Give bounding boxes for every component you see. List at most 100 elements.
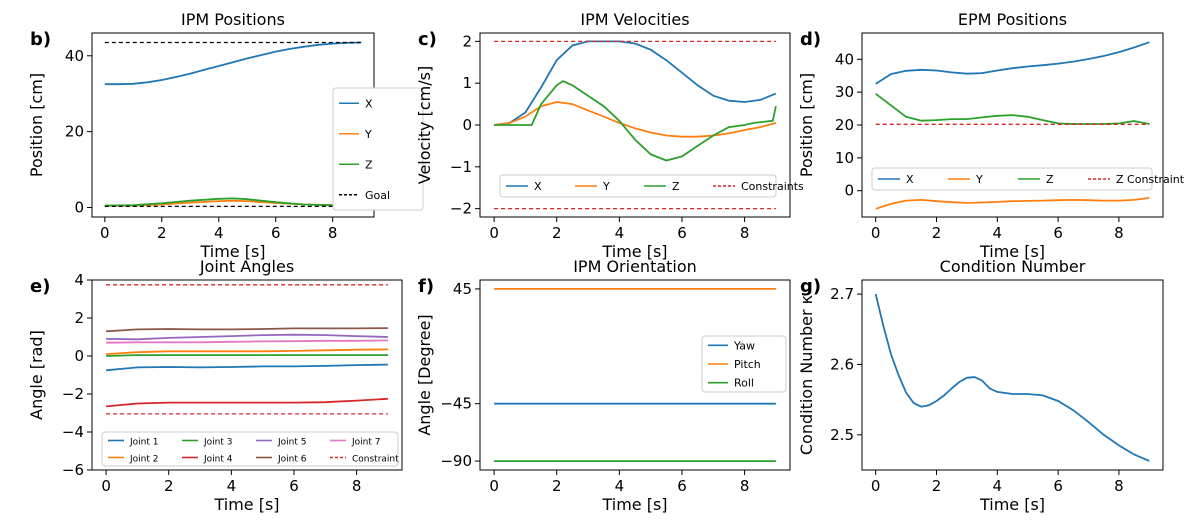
x-tick-label: 0 [489, 224, 499, 242]
panel-label: e) [30, 276, 50, 297]
x-tick-label: 2 [552, 477, 562, 495]
legend-box [499, 174, 777, 198]
legend-label: Joint 1 [129, 438, 158, 448]
legend-box [871, 167, 1153, 191]
panel-label: c) [418, 29, 437, 50]
panel-label: d) [800, 29, 821, 50]
series-line-joint-4 [106, 397, 388, 408]
chart-title: Joint Angles [199, 257, 294, 276]
y-tick-label: 2.5 [830, 426, 854, 444]
panel-label: f) [418, 276, 434, 297]
y-tick-label: 2 [462, 32, 472, 50]
y-tick-label: 40 [65, 47, 84, 65]
legend-label: Z [365, 158, 373, 171]
legend-label: Pitch [734, 358, 761, 371]
x-tick-label: 0 [489, 477, 499, 495]
chart-panel-5: 0 2 4 6 8 −90 −45 45 IPM Orientation f) Time [s] An… [415, 257, 791, 514]
legend-label: Z [1046, 173, 1054, 186]
legend-label: Joint 2 [129, 455, 158, 465]
x-tick-label: 4 [227, 477, 237, 495]
x-tick-label: 8 [740, 224, 750, 242]
x-axis-label: Time [s] [979, 242, 1045, 261]
y-tick-label: 0 [74, 199, 84, 217]
y-tick-label: 20 [835, 116, 854, 134]
legend-label: Y [602, 180, 610, 193]
x-tick-label: 8 [1114, 477, 1124, 495]
series-line-z [494, 80, 777, 162]
x-tick-label: 2 [164, 477, 174, 495]
series-line-joint-5 [106, 333, 388, 341]
x-tick-label: 0 [100, 224, 110, 242]
x-tick-label: 6 [1053, 224, 1063, 242]
y-tick-label: 2.7 [830, 285, 854, 303]
x-axis-label: Time [s] [199, 242, 265, 261]
series-line-x [875, 41, 1150, 85]
y-tick-label: 0 [462, 116, 472, 134]
y-tick-label: −90 [440, 452, 472, 470]
x-tick-label: 2 [932, 477, 942, 495]
series-line-joint-2 [106, 348, 388, 355]
chart-title: IPM Orientation [573, 257, 697, 276]
legend-label: X [534, 180, 542, 193]
legend-box [701, 335, 787, 393]
chart-title: IPM Velocities [580, 10, 689, 29]
y-tick-label: 30 [835, 83, 854, 101]
x-tick-label: 8 [740, 477, 750, 495]
legend-label: Joint 4 [203, 455, 233, 465]
axes-frame [479, 279, 791, 471]
x-tick-label: 0 [101, 477, 111, 495]
y-tick-label: 0 [74, 347, 84, 365]
y-tick-label: 0 [844, 182, 854, 200]
y-tick-label: −45 [440, 395, 472, 413]
chart-panel-3: 0 2 4 6 8 0 10 20 30 40 EPM Positions d) Time [s] Pos… [797, 10, 1185, 261]
x-tick-label: 4 [615, 477, 625, 495]
legend-label: Joint 5 [277, 438, 306, 448]
y-axis-label: Angle [Degree] [415, 314, 434, 435]
y-tick-label: −2 [450, 200, 472, 218]
axes-frame [91, 32, 375, 218]
axes-frame [861, 279, 1164, 471]
x-tick-label: 4 [993, 477, 1003, 495]
x-tick-label: 4 [214, 224, 224, 242]
x-tick-label: 6 [289, 477, 299, 495]
x-tick-label: 8 [352, 477, 362, 495]
legend-label: Goal [365, 189, 390, 202]
chart-panel-2: 0 2 4 6 8 −2 −1 0 1 2 IPM Velocities c) Time [s] Velo… [415, 10, 804, 261]
chart-panel-4: 0 2 4 6 8 −6 −4 −2 0 2 4 Joint Angles e) Time [s] Angl… [27, 257, 403, 514]
series-line-y [493, 101, 777, 138]
series-line-y [875, 197, 1150, 210]
x-tick-label: 4 [993, 224, 1003, 242]
series-line-joint-1 [106, 363, 388, 372]
y-axis-label: Angle [rad] [27, 330, 46, 420]
x-tick-label: 6 [677, 477, 687, 495]
y-tick-label: −4 [62, 423, 84, 441]
y-tick-label: 45 [453, 280, 472, 298]
series-line-bound [874, 293, 1150, 462]
x-tick-label: 8 [328, 224, 338, 242]
x-tick-label: 8 [1114, 224, 1124, 242]
legend-label: Joint 6 [277, 455, 307, 465]
legend-label: Constraints [741, 180, 804, 193]
y-tick-label: 1 [462, 74, 472, 92]
x-tick-label: 6 [677, 224, 687, 242]
chart-title: IPM Positions [181, 10, 285, 29]
chart-title: Condition Number [940, 257, 1086, 276]
legend-box [101, 431, 399, 467]
x-tick-label: 2 [932, 224, 942, 242]
legend-label: Z Constraint [1116, 173, 1185, 186]
legend-label: Y [364, 128, 372, 141]
y-tick-label: −6 [62, 461, 84, 479]
legend-label: X [906, 173, 914, 186]
legend-label: Joint 3 [203, 438, 232, 448]
y-tick-label: −1 [450, 158, 472, 176]
series-line-x [104, 41, 362, 86]
chart-title: EPM Positions [958, 10, 1067, 29]
legend-label: Roll [734, 377, 754, 390]
y-axis-label: Condition Number κ [797, 294, 816, 455]
x-tick-label: 2 [157, 224, 167, 242]
series-line-joint-3 [106, 354, 388, 357]
y-tick-label: 2 [74, 309, 84, 327]
axes-frame [91, 279, 403, 471]
series-line-z [875, 93, 1150, 125]
